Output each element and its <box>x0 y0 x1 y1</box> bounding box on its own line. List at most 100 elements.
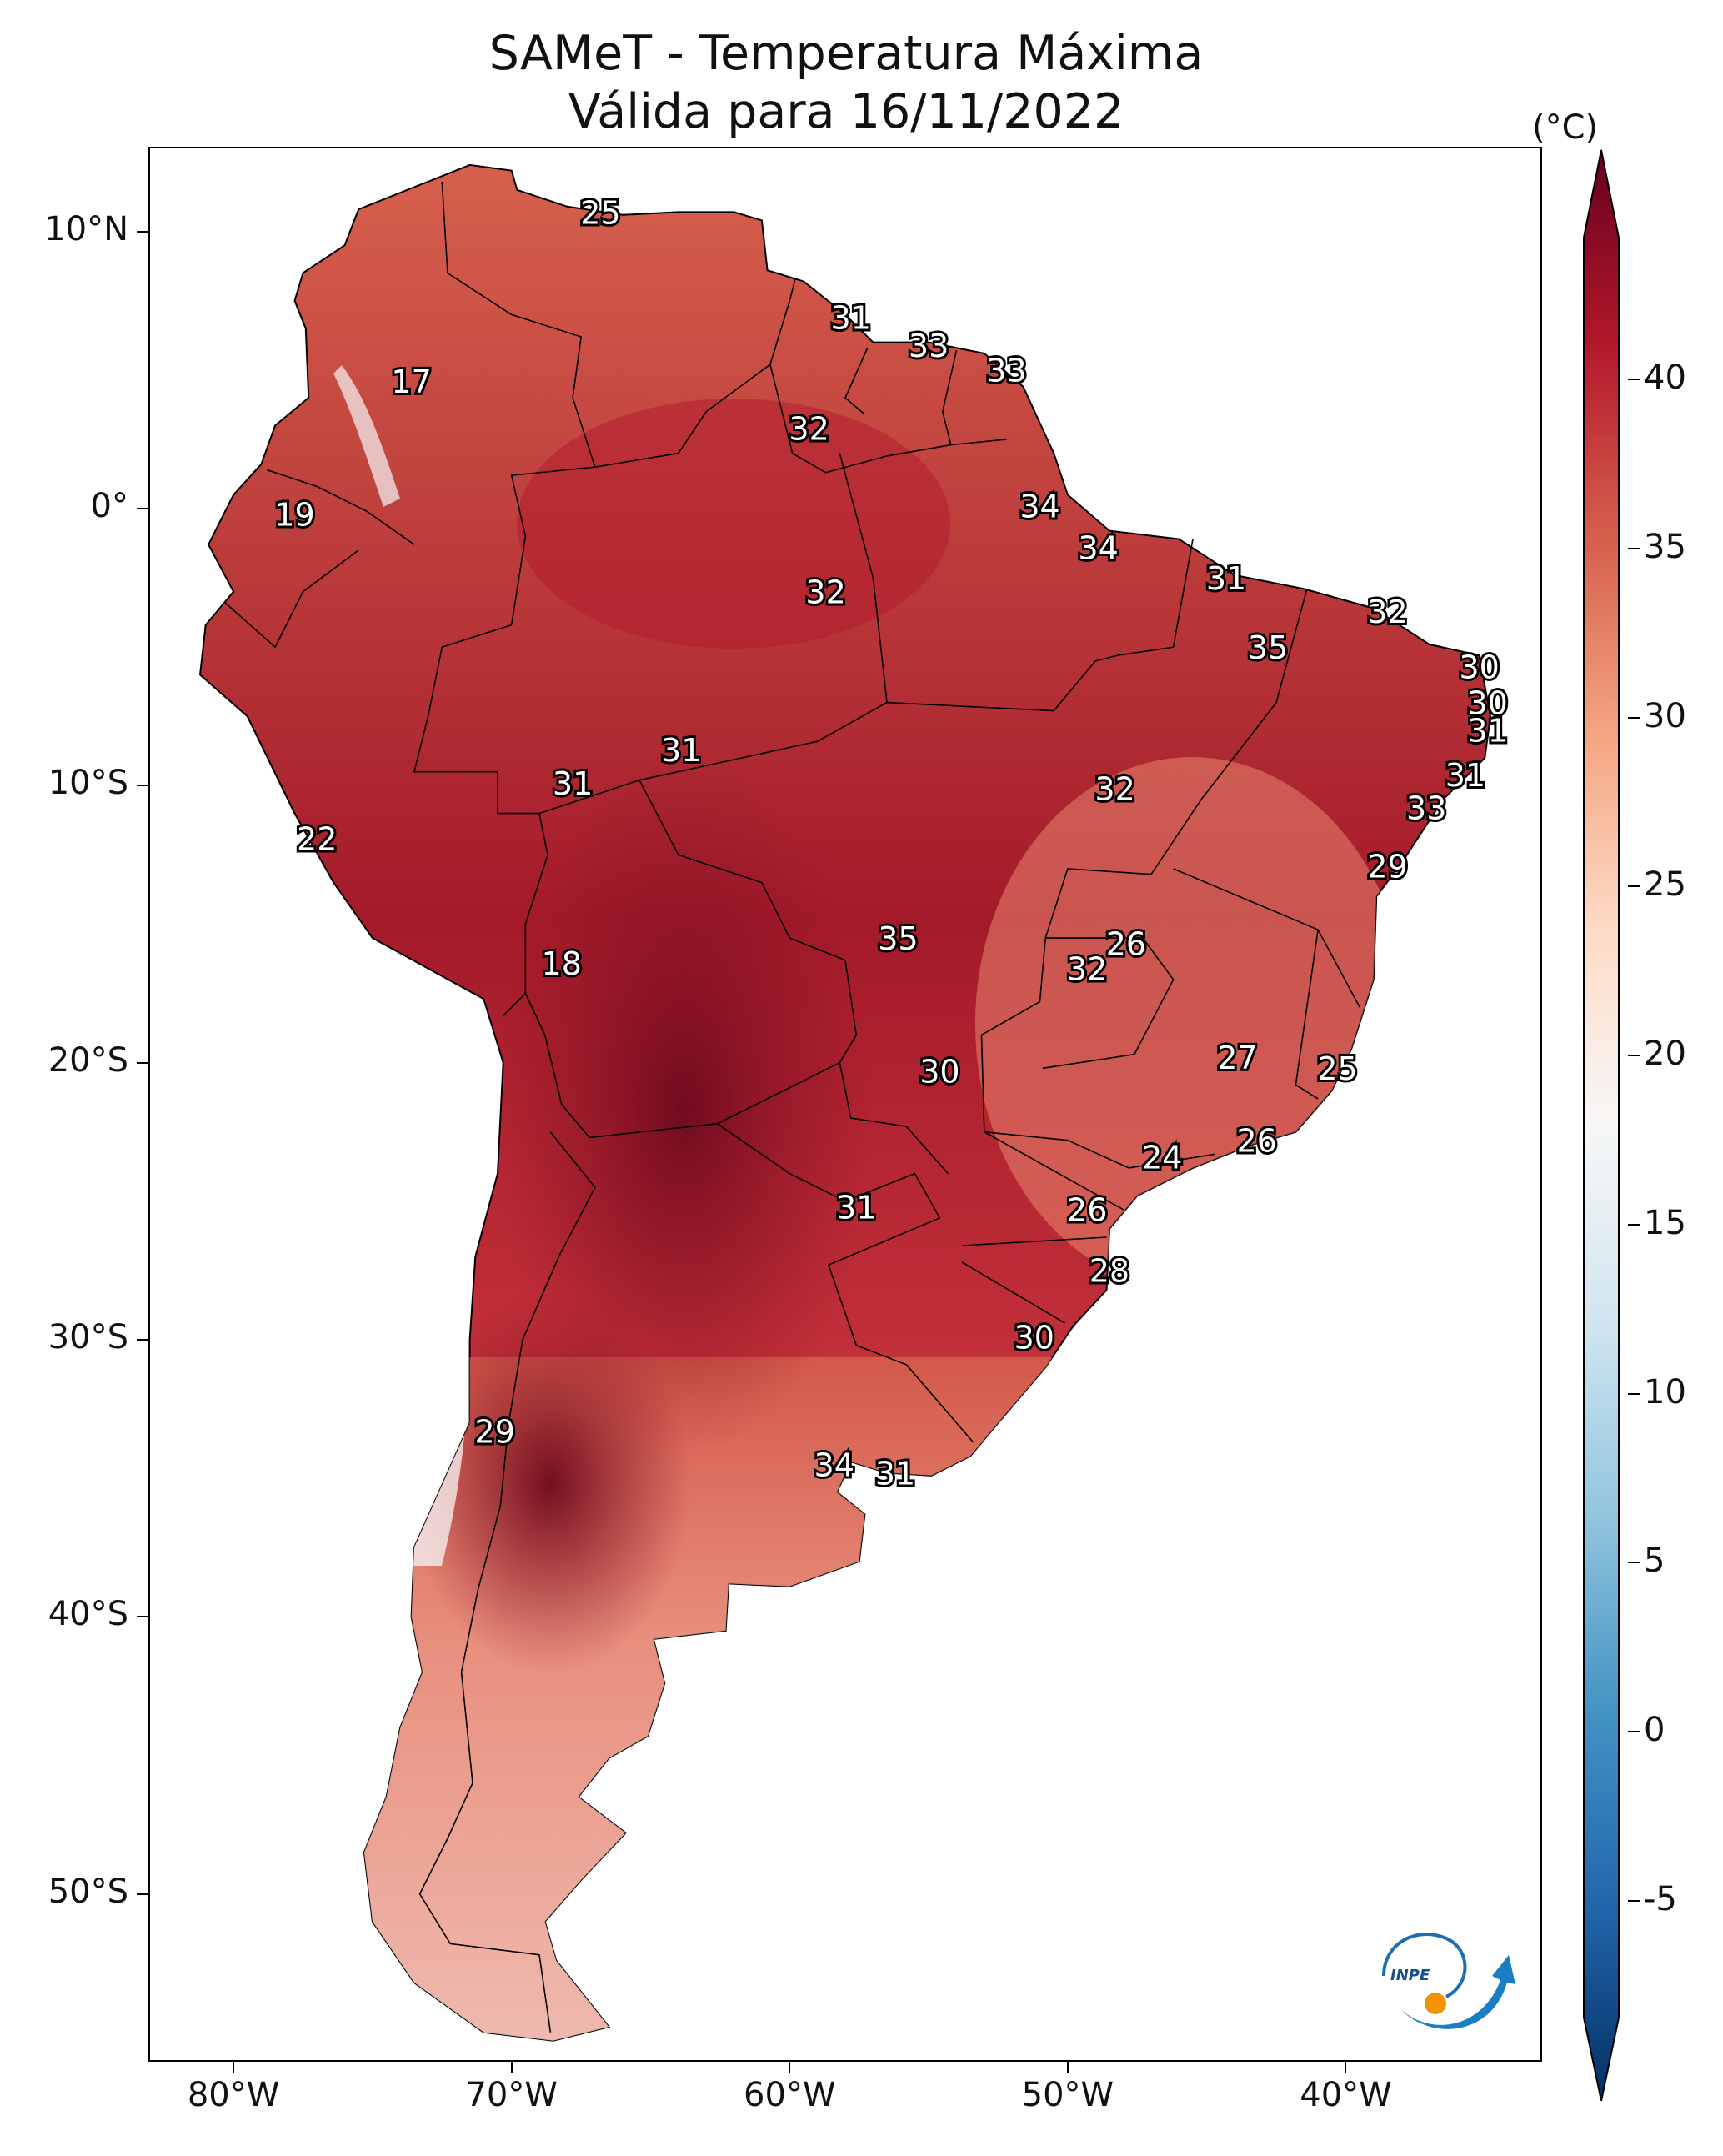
map-title: SAMeT - Temperatura Máxima <box>488 26 1204 81</box>
station-value-label: 29 <box>1367 849 1407 885</box>
station-value-label: 18 <box>542 945 582 982</box>
station-value-label: 26 <box>1237 1123 1277 1160</box>
station-value-label: 30 <box>919 1053 959 1090</box>
station-value-label: 29 <box>475 1414 515 1451</box>
station-value-label: 33 <box>986 353 1026 389</box>
latitude-tick-label: 0° <box>90 487 128 525</box>
border-line <box>961 1261 1065 1324</box>
colorbar-tick-label: 35 <box>1644 527 1686 566</box>
longitude-tick <box>1345 2062 1347 2073</box>
inpe-logo: INPE <box>1382 1933 1515 2029</box>
station-value-label: 25 <box>580 194 620 231</box>
station-value-label: 19 <box>274 497 314 534</box>
station-value-label: 31 <box>875 1455 915 1492</box>
colorbar-tick-label: 25 <box>1644 865 1686 905</box>
border-line <box>413 624 548 1016</box>
station-value-label: 35 <box>878 920 918 957</box>
latitude-tick <box>137 785 148 787</box>
station-value-label: 31 <box>553 765 593 802</box>
station-value-label: 35 <box>1248 629 1288 666</box>
station-value-label: 32 <box>1067 951 1107 988</box>
station-value-label: 31 <box>661 732 701 769</box>
latitude-tick-label: 30°S <box>48 1317 128 1356</box>
country-borders <box>224 181 1360 2033</box>
latitude-tick <box>137 1893 148 1895</box>
colorbar-tick <box>1628 1223 1640 1226</box>
border-line <box>266 469 415 545</box>
border-line <box>524 779 858 1139</box>
station-value-label: 17 <box>391 364 431 400</box>
latitude-tick-label: 10°N <box>44 209 128 248</box>
longitude-tick-label: 40°W <box>1300 2076 1392 2114</box>
latitude-tick <box>137 508 148 509</box>
colorbar-tick-label: 0 <box>1644 1711 1665 1750</box>
latitude-tick <box>137 1616 148 1618</box>
colorbar-unit: (°C) <box>1532 108 1599 147</box>
station-value-label: 33 <box>1406 790 1446 827</box>
colorbar <box>1583 149 1620 2101</box>
border-line <box>1117 539 1194 656</box>
station-value-label: 30 <box>1459 649 1499 685</box>
station-value-label: 27 <box>1217 1040 1257 1076</box>
station-value-label: 34 <box>814 1447 854 1483</box>
longitude-tick <box>789 2062 791 2073</box>
colorbar-tick-label: 40 <box>1644 358 1686 397</box>
station-value-label: 31 <box>836 1189 876 1226</box>
colorbar-tick <box>1628 547 1640 549</box>
station-value-label: 32 <box>805 574 845 611</box>
station-value-label: 28 <box>1089 1253 1129 1290</box>
border-line <box>1042 937 1175 1070</box>
station-value-label: 33 <box>909 328 949 364</box>
colorbar-tick-label: 10 <box>1644 1372 1686 1411</box>
colorbar-tick <box>1628 1392 1640 1395</box>
colorbar-tick <box>1628 885 1640 888</box>
station-value-label: 25 <box>1317 1050 1357 1087</box>
latitude-tick-label: 40°S <box>48 1595 128 1634</box>
border-line <box>594 364 771 468</box>
border-line <box>962 1236 1107 1246</box>
latitude-tick <box>137 1338 148 1341</box>
colorbar-tick <box>1628 1731 1640 1733</box>
station-value-label: 24 <box>1142 1140 1182 1176</box>
map-panel[interactable]: 25 17 31 33 33 32 19 34 34 31 32 32 35 30 30 31 31 31 31 32… <box>148 147 1542 2062</box>
station-value-label: 31 <box>1206 560 1246 597</box>
border-line <box>886 654 1119 712</box>
longitude-tick-label: 70°W <box>465 2076 558 2114</box>
colorbar-tick <box>1628 1562 1640 1564</box>
border-line <box>844 347 869 415</box>
latitude-tick-label: 20°S <box>48 1040 128 1080</box>
colorbar-tick-label: 5 <box>1644 1542 1665 1581</box>
colorbar-tick <box>1628 716 1640 719</box>
colorbar-tick <box>1628 1055 1640 1057</box>
colorbar-tick-label: 20 <box>1644 1035 1686 1074</box>
border-line <box>980 589 1308 1211</box>
border-line <box>941 350 958 445</box>
colorbar-tick <box>1628 379 1640 380</box>
station-value-label: 30 <box>1467 685 1507 722</box>
map-subtitle: Válida para 16/11/2022 <box>568 84 1124 139</box>
station-value-label: 31 <box>1445 757 1485 794</box>
colorbar-tick-label: -5 <box>1644 1880 1677 1918</box>
border-line <box>441 181 596 625</box>
border-line <box>224 549 359 649</box>
longitude-tick-label: 80°W <box>187 2076 280 2114</box>
station-value-label: 32 <box>789 411 829 448</box>
station-value-label: 22 <box>297 820 337 857</box>
station-value-label: 26 <box>1067 1192 1107 1229</box>
station-value-label: 30 <box>1014 1320 1054 1356</box>
border-line <box>717 1123 974 1443</box>
latitude-tick-label: 50°S <box>48 1872 128 1911</box>
logo-text: INPE <box>1390 1967 1430 1984</box>
border-line <box>769 364 1007 474</box>
longitude-tick <box>510 2062 513 2073</box>
station-value-label: 32 <box>1367 594 1407 630</box>
border-line <box>984 1131 1215 1169</box>
colorbar-tick <box>1628 1900 1640 1902</box>
border-line <box>839 1062 949 1175</box>
longitude-tick-label: 50°W <box>1021 2076 1114 2114</box>
station-value-label: 26 <box>1106 926 1146 963</box>
colorbar-tick-label: 30 <box>1644 696 1686 735</box>
station-value-label: 34 <box>1078 529 1118 566</box>
